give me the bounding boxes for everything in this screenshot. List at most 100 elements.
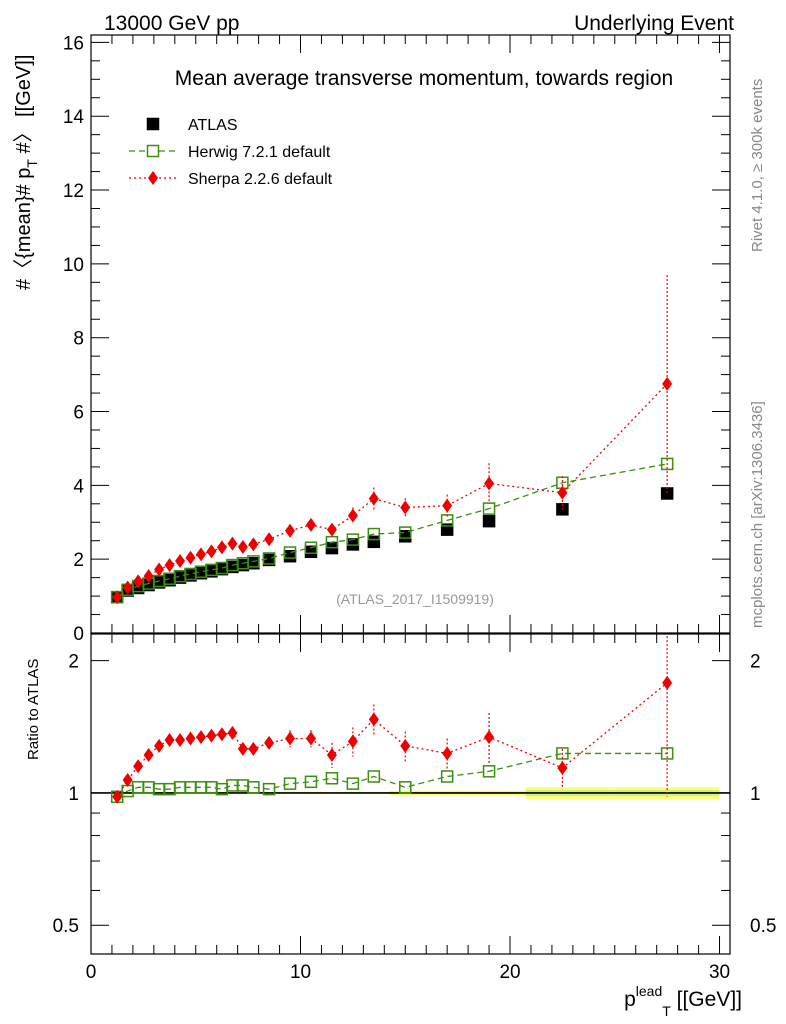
sherpa-marker — [442, 498, 453, 513]
sherpa-ratio-marker — [400, 738, 411, 753]
sherpa-marker — [227, 536, 238, 551]
main-y-axis-title: #〈{mean}# pT #〉 [[GeV]] — [13, 55, 40, 290]
sherpa-marker — [185, 550, 196, 565]
sherpa-ratio-marker — [305, 731, 316, 746]
herwig-ratio-marker — [399, 781, 412, 794]
main-panel: Mean average transverse momentum, toward… — [63, 33, 731, 645]
sherpa-marker — [122, 580, 133, 595]
sherpa-ratio-marker — [442, 746, 453, 761]
main-y-tick-label: 12 — [63, 181, 84, 202]
legend-label: Herwig 7.2.1 default — [188, 144, 331, 161]
sherpa-ratio-marker — [285, 731, 296, 746]
herwig-ratio-marker — [283, 777, 297, 790]
sherpa-marker — [248, 537, 259, 552]
rivet-version-label: Rivet 4.1.0, ≥ 300k events — [749, 79, 766, 252]
sherpa-ratio-marker — [264, 735, 275, 750]
herwig-marker — [262, 552, 276, 565]
main-y-tick-label: 16 — [63, 33, 84, 54]
sherpa-ratio-marker — [368, 712, 379, 727]
sherpa-marker — [347, 508, 358, 523]
sherpa-ratio-marker — [557, 760, 568, 775]
chart-title: Mean average transverse momentum, toward… — [175, 67, 673, 90]
herwig-ratio-marker — [440, 770, 454, 783]
analysis-watermark: (ATLAS_2017_I1509919) — [336, 591, 494, 607]
herwig-ratio-marker — [660, 747, 674, 760]
legend-label: Sherpa 2.2.6 default — [188, 171, 333, 188]
sherpa-ratio-marker — [237, 741, 248, 756]
herwig-marker — [304, 541, 318, 554]
sherpa-ratio-marker — [216, 727, 227, 742]
sherpa-ratio-marker — [175, 732, 186, 747]
sherpa-ratio-marker — [347, 734, 358, 749]
herwig-ratio-marker — [556, 747, 569, 760]
herwig-marker — [346, 533, 360, 546]
x-tick-label: 20 — [499, 962, 520, 983]
sherpa-marker — [206, 544, 217, 559]
atlas-data-point — [482, 514, 496, 528]
herwig-ratio-marker — [346, 777, 360, 790]
sherpa-ratio-marker — [227, 725, 238, 740]
x-tick-label: 0 — [86, 962, 97, 983]
legend: ATLAS Herwig 7.2.1 default Sherpa 2.2.6 de… — [129, 117, 333, 188]
sherpa-marker — [112, 590, 123, 605]
herwig-marker — [399, 526, 412, 539]
sherpa-marker — [285, 523, 296, 538]
sherpa-ratio-marker — [248, 741, 259, 756]
herwig-ratio-marker — [262, 782, 276, 796]
sherpa-marker — [237, 539, 248, 554]
x-tick-label: 10 — [290, 962, 311, 983]
mcplots-credit-label: mcplots.cern.ch [arXiv:1306.3436] — [749, 401, 766, 628]
sherpa-marker — [264, 532, 275, 547]
sherpa-ratio-marker — [185, 731, 196, 746]
herwig-ratio-marker — [304, 775, 318, 789]
ratio-series-layer — [110, 634, 674, 804]
ratio-y-tick-label: 1 — [68, 784, 79, 805]
sherpa-marker — [400, 500, 411, 515]
sherpa-marker — [175, 554, 186, 569]
sherpa-marker — [133, 574, 144, 589]
sherpa-ratio-marker — [112, 789, 123, 804]
sherpa-ratio-marker — [122, 773, 133, 788]
atlas-data-point — [283, 549, 297, 563]
sherpa-line — [116, 383, 668, 598]
ratio-y-axis-title: Ratio to ATLAS — [25, 659, 42, 760]
sherpa-marker — [195, 547, 206, 562]
sherpa-ratio-marker — [326, 747, 337, 762]
main-frame — [90, 34, 731, 634]
main-y-tick-label: 4 — [73, 476, 84, 497]
sherpa-marker — [662, 376, 673, 391]
herwig-marker — [482, 502, 496, 515]
header-energy-label: 13000 GeV pp — [104, 12, 239, 35]
ratio-y-tick-label: 2 — [68, 652, 79, 673]
herwig-ratio-marker — [325, 772, 339, 785]
sherpa-marker — [143, 569, 154, 584]
herwig-ratio-marker — [482, 765, 496, 778]
ratio-y-tick-label: 0.5 — [53, 916, 79, 937]
ratio-y-tick-label-right: 1 — [750, 784, 761, 805]
main-y-tick-label: 2 — [73, 550, 84, 571]
herwig-ratio-marker — [247, 781, 260, 794]
sherpa-ratio-marker — [133, 759, 144, 774]
ratio-y-tick-label-right: 0.5 — [750, 916, 776, 937]
header-analysis-label: Underlying Event — [574, 12, 734, 35]
atlas-data-point — [367, 535, 381, 549]
sherpa-marker — [164, 558, 175, 573]
main-y-tick-label: 0 — [73, 624, 84, 645]
herwig-line — [116, 463, 668, 598]
herwig-ratio-marker — [367, 770, 381, 783]
legend-label: ATLAS — [188, 117, 238, 134]
sherpa-ratio-marker — [206, 728, 217, 743]
legend-atlas-marker — [146, 117, 160, 131]
main-y-tick-label: 10 — [63, 255, 84, 276]
atlas-data-point — [440, 523, 454, 536]
sherpa-ratio-marker — [195, 730, 206, 745]
x-tick-label: 30 — [709, 962, 730, 983]
sherpa-ratio-marker — [484, 730, 495, 745]
herwig-marker — [283, 546, 297, 559]
sherpa-marker — [484, 476, 495, 491]
atlas-data-point — [660, 487, 674, 500]
sherpa-ratio-marker — [154, 738, 165, 753]
herwig-ratio-line — [116, 752, 668, 798]
ratio-y-tick-label-right: 2 — [750, 652, 761, 673]
sherpa-marker — [216, 540, 227, 555]
